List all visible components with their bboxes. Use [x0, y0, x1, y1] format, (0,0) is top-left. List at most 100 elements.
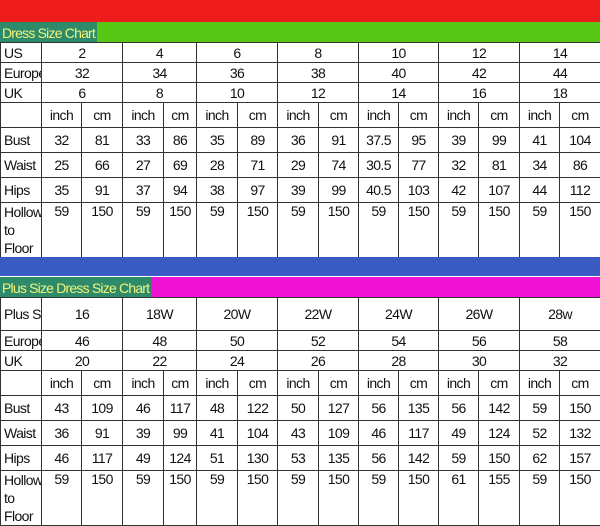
measure-value: 99	[319, 178, 359, 203]
measure-value: 107	[479, 178, 520, 203]
measure-value: 35	[197, 128, 238, 153]
measure-value: 52	[520, 421, 560, 446]
size-value: 12	[439, 43, 520, 63]
measure-value: 91	[82, 178, 123, 203]
measure-value: 59	[439, 446, 479, 471]
measure-value: 130	[238, 446, 278, 471]
measure-value: 66	[82, 153, 123, 178]
size-value: 24W	[359, 298, 439, 331]
size-value: 20W	[197, 298, 278, 331]
measure-value: 150	[560, 396, 600, 421]
unit-label: inch	[42, 371, 82, 396]
measure-value: 59	[520, 203, 560, 258]
measure-value: 53	[278, 446, 319, 471]
measure-value: 122	[238, 396, 278, 421]
measure-value: 91	[319, 128, 359, 153]
size-value: 18	[520, 83, 600, 103]
measure-value: 99	[164, 421, 197, 446]
row-label: Hips	[1, 446, 42, 471]
size-value: 24	[197, 351, 278, 371]
unit-label: cm	[319, 371, 359, 396]
size-value: 18W	[123, 298, 197, 331]
measure-value: 40.5	[359, 178, 399, 203]
unit-label: cm	[164, 371, 197, 396]
plus-chart-header: Plus Size Dress Size Chart	[0, 277, 600, 297]
row-label: Europe	[1, 63, 42, 83]
measure-value: 150	[164, 471, 197, 526]
measure-value: 150	[238, 471, 278, 526]
size-value: 42	[439, 63, 520, 83]
measure-value: 32	[439, 153, 479, 178]
size-value: 12	[278, 83, 359, 103]
size-value: 46	[42, 331, 123, 351]
unit-label: cm	[238, 371, 278, 396]
measure-value: 99	[479, 128, 520, 153]
measure-value: 97	[238, 178, 278, 203]
size-value: 6	[197, 43, 278, 63]
measure-value: 59	[439, 203, 479, 258]
size-value: 2	[42, 43, 123, 63]
size-row: Plus Size1618W20W22W24W26W28w	[1, 298, 600, 331]
unit-row-label	[1, 103, 42, 128]
measure-value: 25	[42, 153, 82, 178]
measure-value: 51	[197, 446, 238, 471]
unit-label: inch	[123, 371, 164, 396]
measure-value: 103	[399, 178, 439, 203]
measure-value: 104	[238, 421, 278, 446]
size-value: 10	[359, 43, 439, 63]
row-label: Hollow to Floor	[1, 471, 42, 526]
measure-value: 59	[197, 203, 238, 258]
size-value: 58	[520, 331, 600, 351]
measure-value: 46	[359, 421, 399, 446]
measure-value: 150	[399, 471, 439, 526]
measure-value: 81	[479, 153, 520, 178]
measure-value: 117	[399, 421, 439, 446]
measure-value: 59	[42, 203, 82, 258]
size-value: 26	[278, 351, 359, 371]
row-label: UK	[1, 83, 42, 103]
measure-value: 150	[238, 203, 278, 258]
measure-value: 109	[319, 421, 359, 446]
measure-value: 43	[42, 396, 82, 421]
measure-value: 59	[197, 471, 238, 526]
measure-value: 89	[238, 128, 278, 153]
row-label: Plus Size	[1, 298, 42, 331]
measure-value: 69	[164, 153, 197, 178]
measure-value: 49	[123, 446, 164, 471]
measure-value: 150	[82, 471, 123, 526]
measure-value: 48	[197, 396, 238, 421]
measure-value: 74	[319, 153, 359, 178]
unit-label: inch	[123, 103, 164, 128]
divider-blue-band	[0, 257, 600, 276]
size-value: 8	[278, 43, 359, 63]
measure-value: 30.5	[359, 153, 399, 178]
measure-value: 142	[399, 446, 439, 471]
measure-value: 157	[560, 446, 600, 471]
measure-value: 36	[42, 421, 82, 446]
size-value: 56	[439, 331, 520, 351]
measure-value: 39	[439, 128, 479, 153]
measure-value: 59	[359, 471, 399, 526]
row-label: UK	[1, 351, 42, 371]
measure-value: 86	[560, 153, 600, 178]
unit-label: cm	[82, 103, 123, 128]
measure-value: 36	[278, 128, 319, 153]
measure-value: 33	[123, 128, 164, 153]
measure-value: 41	[520, 128, 560, 153]
plus-size-table: Plus Size1618W20W22W24W26W28wEurope46485…	[0, 297, 600, 526]
measure-value: 62	[520, 446, 560, 471]
measure-value: 38	[197, 178, 238, 203]
unit-label: inch	[278, 371, 319, 396]
size-value: 36	[197, 63, 278, 83]
